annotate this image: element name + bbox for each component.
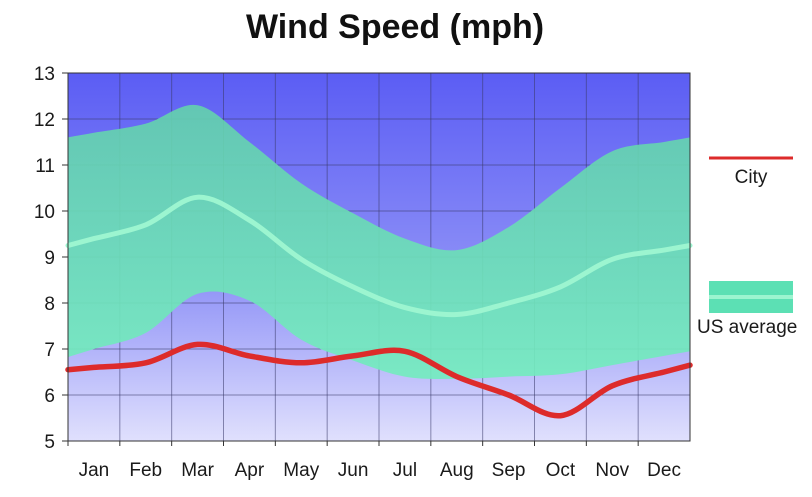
x-tick-label: Apr [235,460,265,481]
y-tick-label: 11 [35,156,55,177]
x-tick-label: Jan [79,460,110,481]
x-tick-label: Nov [595,460,629,481]
x-tick-label: Dec [647,460,681,481]
y-tick-label: 9 [44,248,55,269]
us-average-band [68,104,690,379]
y-tick-label: 8 [44,294,55,315]
x-tick-label: Jul [393,460,417,481]
y-tick-label: 12 [34,110,55,131]
y-tick-label: 10 [34,202,55,223]
legend-city-label: City [735,167,768,188]
x-tick-label: Oct [546,460,576,481]
y-tick-label: 13 [34,64,55,85]
legend-us-average-label: US average [697,317,797,338]
city-line [65,341,693,419]
x-tick-label: Mar [181,460,214,481]
x-tick-label: Sep [492,460,526,481]
x-tick-label: Aug [440,460,474,481]
y-tick-label: 5 [44,432,55,453]
x-tick-label: May [283,460,319,481]
y-tick-label: 6 [44,386,55,407]
x-tick-label: Jun [338,460,369,481]
y-tick-label: 7 [44,340,55,361]
x-tick-label: Feb [129,460,162,481]
us-average-line [65,194,693,318]
chart-title: Wind Speed (mph) [245,8,545,46]
